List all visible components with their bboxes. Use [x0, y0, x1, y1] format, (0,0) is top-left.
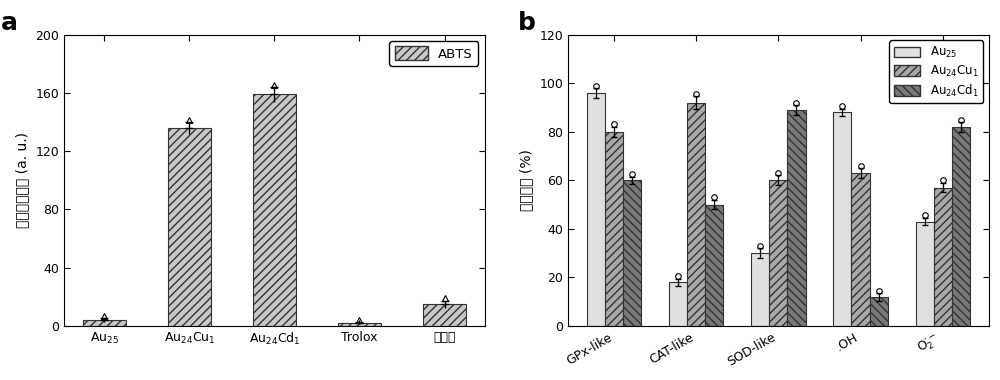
Bar: [168, 128, 211, 326]
Text: a: a: [1, 11, 18, 35]
Bar: [83, 320, 126, 326]
Bar: [623, 180, 641, 326]
Bar: [338, 323, 381, 326]
Bar: [787, 110, 806, 326]
Bar: [587, 93, 605, 326]
Bar: [751, 253, 769, 326]
Bar: [423, 304, 466, 326]
Y-axis label: 总抗氧化能力 (a. u.): 总抗氧化能力 (a. u.): [16, 132, 30, 228]
Text: b: b: [517, 11, 535, 35]
Bar: [833, 112, 851, 326]
Bar: [952, 127, 970, 326]
Bar: [687, 103, 705, 326]
Bar: [851, 173, 870, 326]
Bar: [705, 204, 723, 326]
Bar: [769, 180, 787, 326]
Bar: [870, 297, 888, 326]
Bar: [916, 222, 934, 326]
Legend: $\mathrm{Au_{25}}$, $\mathrm{Au_{24}Cu_1}$, $\mathrm{Au_{24}Cd_1}$: $\mathrm{Au_{25}}$, $\mathrm{Au_{24}Cu_1…: [889, 40, 983, 103]
Legend: ABTS: ABTS: [389, 41, 478, 66]
Y-axis label: 清除效率 (%): 清除效率 (%): [520, 149, 534, 211]
Bar: [669, 282, 687, 326]
Bar: [253, 94, 296, 326]
Bar: [934, 188, 952, 326]
Bar: [605, 132, 623, 326]
